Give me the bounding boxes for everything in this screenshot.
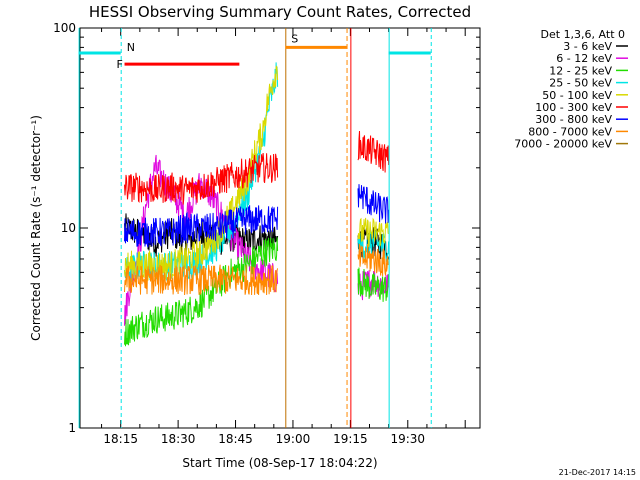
legend-label: 300 - 800 keV: [535, 113, 612, 126]
series-line-7: [124, 264, 279, 296]
legend-label: 6 - 12 keV: [556, 52, 612, 65]
x-tick-label: 19:30: [390, 432, 425, 446]
legend-label: 3 - 6 keV: [563, 40, 612, 53]
chart-title: HESSI Observing Summary Count Rates, Cor…: [89, 3, 471, 21]
data-layer: [124, 62, 390, 347]
x-tick-label: 18:30: [161, 432, 196, 446]
series-line-5: [357, 130, 390, 173]
legend-label: 12 - 25 keV: [549, 64, 612, 77]
x-tick-label: 19:15: [333, 432, 368, 446]
legend-label: 25 - 50 keV: [549, 77, 612, 90]
series-line-2: [357, 267, 390, 302]
footer-timestamp: 21-Dec-2017 14:15: [559, 468, 636, 477]
series-line-4: [124, 65, 279, 281]
y-tick-label: 10: [61, 221, 76, 235]
legend-label: 800 - 7000 keV: [528, 125, 612, 138]
series-line-4: [357, 217, 389, 248]
x-tick-label: 18:45: [218, 432, 253, 446]
series-line-7: [357, 243, 389, 277]
flag-label: F: [117, 58, 123, 71]
legend-header: Det 1,3,6, Att 0: [541, 28, 625, 41]
series-line-5: [124, 153, 279, 205]
y-axis-label: Corrected Count Rate (s⁻¹ detector⁻¹): [29, 115, 43, 341]
series-line-6: [357, 184, 390, 224]
x-tick-label: 18:15: [103, 432, 138, 446]
x-tick-label: 19:00: [276, 432, 311, 446]
series-line-6: [124, 205, 279, 248]
legend-label: 50 - 100 keV: [542, 89, 612, 102]
y-tick-label: 100: [53, 21, 76, 35]
y-tick-label: 1: [68, 421, 76, 435]
flag-label: N: [127, 41, 135, 54]
flag-label: S: [291, 32, 298, 45]
legend-label: 100 - 300 keV: [535, 101, 612, 114]
axis-layer: 18:15 18:30 18:45 19:00 19:15 19:30 1 10 100 NF S: [53, 21, 480, 446]
x-axis-label: Start Time (08-Sep-17 18:04:22): [182, 456, 377, 470]
legend-label: 7000 - 20000 keV: [514, 138, 612, 151]
